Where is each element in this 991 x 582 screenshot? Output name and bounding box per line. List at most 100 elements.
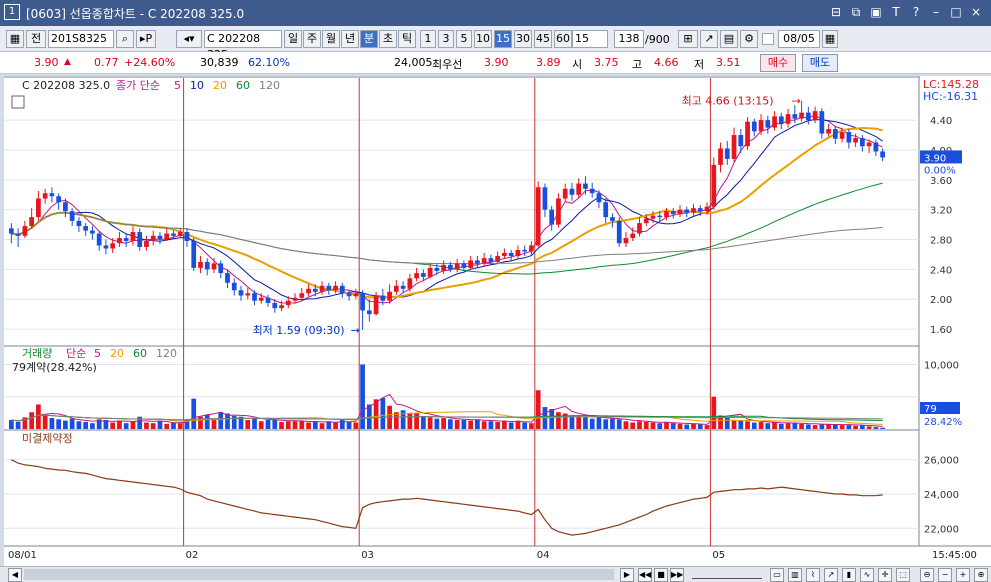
price-tick-label: 3.60 — [930, 176, 952, 187]
candle — [832, 126, 838, 144]
layout-icon[interactable]: ▦ — [6, 30, 24, 48]
candle — [697, 205, 703, 216]
period-button-3[interactable]: 년 — [341, 30, 359, 48]
interval-button-3[interactable]: 3 — [438, 30, 454, 48]
zoom-out-icon[interactable]: ⊖ — [920, 568, 934, 582]
candle — [96, 230, 102, 251]
candle — [117, 232, 122, 247]
candle — [218, 260, 224, 279]
volume-bar — [508, 422, 514, 429]
interval-button-5[interactable]: 5 — [456, 30, 472, 48]
fullscreen-icon[interactable]: ⬚ — [896, 568, 910, 582]
current-price-tag — [920, 150, 962, 164]
volume-bar — [873, 427, 879, 429]
trend-icon[interactable]: ↗ — [824, 568, 838, 582]
forward-icon[interactable]: ▶▶ — [670, 568, 684, 582]
chart-svg[interactable]: 4.404.003.603.202.802.402.001.6010,00026… — [4, 76, 991, 568]
interval-button-30[interactable]: 30 — [514, 30, 532, 48]
volume-value: 30,839 — [200, 56, 239, 69]
candle — [69, 208, 75, 227]
candle — [144, 235, 149, 251]
date-checkbox[interactable] — [762, 33, 774, 45]
scroll-track[interactable] — [24, 569, 614, 580]
period-button-4[interactable]: 분 — [360, 30, 378, 48]
ma-legend-10: 10 — [190, 79, 204, 92]
stop-icon[interactable]: ■ — [654, 568, 668, 582]
candle — [481, 252, 487, 267]
crosshair-icon[interactable]: ✛ — [878, 568, 892, 582]
period-button-5[interactable]: 초 — [379, 30, 397, 48]
volume-bar — [29, 412, 35, 429]
wave-icon[interactable]: ∿ — [860, 568, 874, 582]
zoom-in-icon[interactable]: ⊕ — [974, 568, 988, 582]
zoom-fit-icon[interactable]: ▭ — [770, 568, 784, 582]
indicator-icon[interactable]: ⊞ — [678, 30, 698, 48]
draw-tool-icon[interactable]: ↗ — [700, 30, 718, 48]
candle — [873, 139, 879, 156]
candle — [751, 118, 757, 137]
scroll-right-icon[interactable]: ▶ — [620, 568, 634, 582]
bar-icon[interactable]: ▮ — [842, 568, 856, 582]
buy-button[interactable]: 매수 — [760, 54, 796, 72]
x-axis-label: 02 — [186, 550, 199, 561]
scroll-bar[interactable]: ◀ ▶ ◀◀ ■ ▶▶ ▭ ▥ ⌇ ↗ ▮ ∿ ✛ ⬚ ⊖ − + ⊕ — [0, 566, 991, 582]
ask-quantity: 24,005 — [394, 56, 433, 69]
close-button[interactable]: × — [970, 5, 982, 19]
layout-button[interactable]: ▣ — [870, 5, 882, 19]
minus-icon[interactable]: − — [938, 568, 952, 582]
interval-button-45[interactable]: 45 — [534, 30, 552, 48]
min-tile-button[interactable]: ⊟ — [830, 5, 842, 19]
option-selector-icon[interactable]: ▸P — [136, 30, 156, 48]
price-change: 0.77 — [94, 56, 119, 69]
maximize-button[interactable]: □ — [950, 5, 962, 19]
candle — [103, 239, 109, 255]
interval-select[interactable]: 15 — [572, 30, 608, 48]
chart-type-icon[interactable]: ▥ — [788, 568, 802, 582]
volume-bar — [515, 420, 521, 429]
interval-button-10[interactable]: 10 — [474, 30, 492, 48]
best-bid: 3.89 — [536, 56, 561, 69]
text-button[interactable]: T — [892, 5, 900, 19]
volume-bar — [657, 423, 663, 429]
lc-label: LC:145.28 — [923, 78, 979, 91]
settings-icon[interactable]: ⚙ — [740, 30, 758, 48]
search-icon[interactable]: ⌕ — [116, 30, 134, 48]
candle — [792, 105, 798, 124]
sell-button[interactable]: 매도 — [802, 54, 838, 72]
period-button-0[interactable]: 일 — [284, 30, 302, 48]
restore-tile-button[interactable]: ⧉ — [851, 5, 861, 19]
volume-bar — [616, 419, 622, 429]
interval-button-1[interactable]: 1 — [420, 30, 436, 48]
speaker-icon[interactable]: ◂▾ — [176, 30, 202, 48]
calendar-icon[interactable]: ▦ — [822, 30, 838, 48]
ma-line-20 — [11, 126, 883, 299]
period-button-6[interactable]: 틱 — [398, 30, 416, 48]
period-button-2[interactable]: 월 — [322, 30, 340, 48]
candle — [333, 281, 338, 294]
volume-pct: 62.10% — [248, 56, 290, 69]
scroll-left-icon[interactable]: ◀ — [8, 568, 22, 582]
rewind-icon[interactable]: ◀◀ — [638, 568, 652, 582]
candle — [664, 208, 669, 221]
volume-bar — [339, 419, 345, 429]
table-toggle-icon[interactable] — [11, 95, 25, 109]
title-bar: 1 [0603] 선옵종합차트 - C 202208 325.0 ⊟ ⧉ ▣ T? – □… — [0, 0, 991, 26]
help-button[interactable]: ? — [912, 5, 920, 19]
date-input[interactable]: 08/05 — [778, 30, 820, 48]
candle — [772, 111, 777, 131]
plus-icon[interactable]: + — [956, 568, 970, 582]
save-icon[interactable]: ▤ — [720, 30, 738, 48]
interval-button-15[interactable]: 15 — [494, 30, 512, 48]
chart-line-icon[interactable]: ⌇ — [806, 568, 820, 582]
count-input[interactable]: 138 — [614, 30, 644, 48]
volume-bar — [859, 425, 865, 429]
period-button-1[interactable]: 주 — [303, 30, 321, 48]
chart-area[interactable]: 4.404.003.603.202.802.402.001.6010,00026… — [4, 76, 991, 568]
interval-button-60[interactable]: 60 — [554, 30, 572, 48]
ma-line-120 — [11, 212, 883, 265]
front-month-button[interactable]: 전 — [26, 30, 46, 48]
zoom-slider[interactable] — [692, 570, 762, 579]
candle — [468, 255, 474, 270]
code-input[interactable]: 201S8325 — [48, 30, 114, 48]
minimize-button[interactable]: – — [933, 5, 939, 19]
